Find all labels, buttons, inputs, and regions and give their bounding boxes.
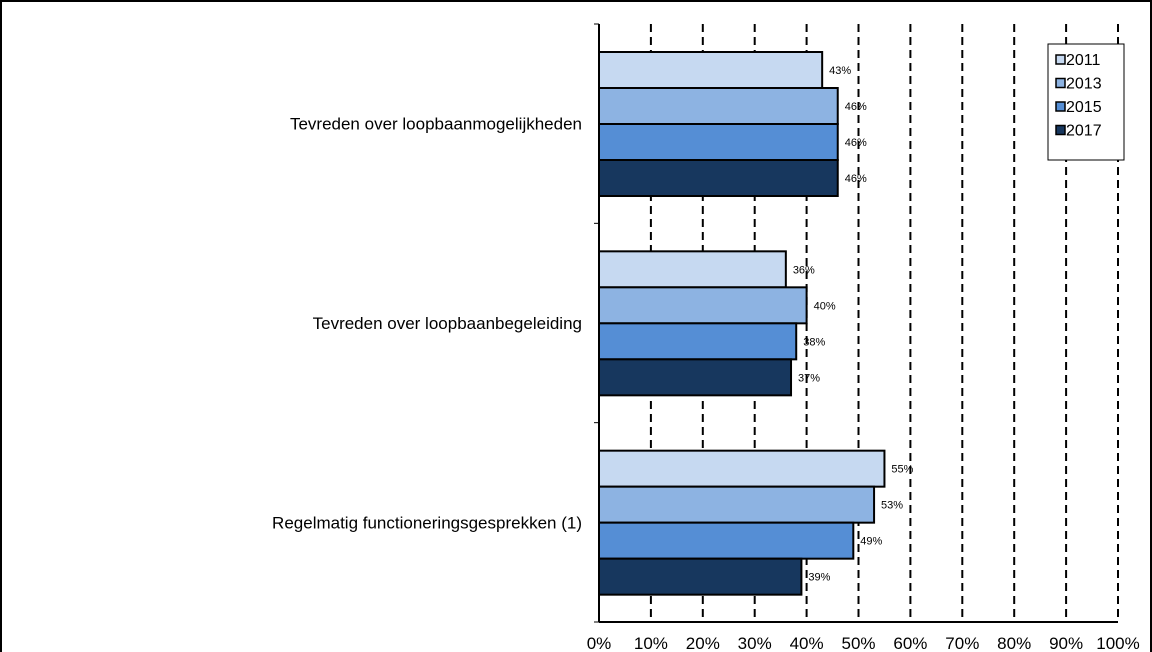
category-label: Tevreden over loopbaanbegeleiding [313,314,582,333]
x-tick-label: 60% [893,634,927,652]
legend-swatch-2015 [1056,102,1065,111]
data-label: 55% [891,464,913,476]
legend-swatch-2017 [1056,126,1065,135]
data-label: 46% [845,173,867,185]
legend-swatch-2011 [1056,55,1065,64]
bar-2017 [599,559,801,595]
legend-label: 2011 [1066,52,1101,69]
bar-2013 [599,88,838,124]
bar-2015 [599,523,853,559]
bar-2013 [599,287,807,323]
data-label: 38% [803,336,825,348]
legend-label: 2013 [1066,76,1102,93]
x-tick-label: 40% [790,634,824,652]
bar-2013 [599,487,874,523]
legend-label: 2017 [1066,123,1102,140]
data-label: 53% [881,500,903,512]
x-tick-label: 50% [841,634,875,652]
category-labels: Tevreden over loopbaanmogelijkheden Tevre… [272,115,582,533]
data-label: 49% [860,536,882,548]
category-label: Tevreden over loopbaanmogelijkheden [290,115,582,134]
data-label: 40% [814,300,836,312]
x-tick-label: 100% [1096,634,1139,652]
data-label: 46% [845,101,867,113]
bar-2011 [599,451,884,487]
bars [599,52,884,595]
legend: 2011 2013 2015 2017 [1048,44,1124,160]
bar-2017 [599,359,791,395]
x-tick-label: 20% [686,634,720,652]
bar-2015 [599,323,796,359]
data-label: 43% [829,65,851,77]
bar-2011 [599,251,786,287]
x-tick-label: 0% [587,634,612,652]
category-label: Regelmatig functioneringsgesprekken (1) [272,513,582,532]
tick-labels: 0% 10% 20% 30% 40% 50% 60% 70% 80% 90% 100% [587,634,1140,652]
x-tick-label: 90% [1049,634,1083,652]
x-tick-label: 70% [945,634,979,652]
data-label: 37% [798,372,820,384]
legend-label: 2015 [1066,99,1102,116]
data-label: 39% [808,572,830,584]
x-tick-label: 10% [634,634,668,652]
x-tick-label: 80% [997,634,1031,652]
legend-swatch-2013 [1056,79,1065,88]
data-label: 36% [793,264,815,276]
bar-2015 [599,124,838,160]
x-tick-label: 30% [738,634,772,652]
bar-2011 [599,52,822,88]
data-label: 46% [845,137,867,149]
bar-2017 [599,160,838,196]
